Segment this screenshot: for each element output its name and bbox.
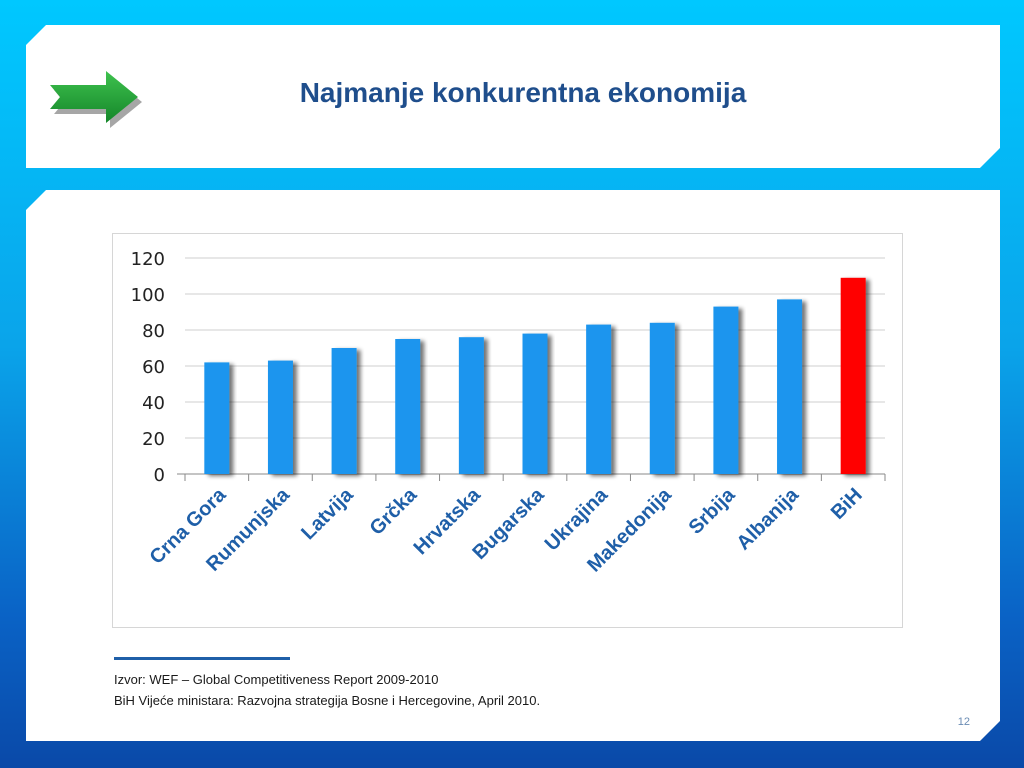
arrow-right-icon	[44, 67, 160, 133]
y-tick-label: 120	[131, 249, 165, 270]
bar	[395, 339, 420, 474]
page-number: 12	[957, 716, 970, 728]
bar	[586, 325, 611, 474]
x-category-label: Latvija	[297, 483, 358, 544]
source-citation-2: BiH Vijeće ministara: Razvojna strategij…	[114, 693, 541, 708]
x-category-label: Grčka	[366, 483, 422, 539]
source-citation-1: Izvor: WEF – Global Competitiveness Repo…	[114, 672, 439, 687]
bar	[268, 361, 293, 474]
y-tick-label: 80	[142, 321, 165, 342]
bar	[650, 323, 675, 474]
bar	[332, 348, 357, 474]
bar	[713, 307, 738, 474]
bar	[841, 278, 866, 474]
bar	[523, 334, 548, 474]
chart-frame: 0 20 40 60 80 100 120 Crna Gora Rumunjska Latvija…	[112, 233, 903, 628]
y-tick-label: 20	[142, 429, 165, 450]
bar	[777, 299, 802, 474]
x-category-label: Albanija	[733, 483, 804, 554]
x-category-label: BiH	[827, 484, 867, 524]
x-category-label: Srbija	[685, 483, 740, 538]
bar	[204, 362, 229, 474]
y-tick-label: 40	[142, 393, 165, 414]
content-panel: 0 20 40 60 80 100 120 Crna Gora Rumunjska Latvija…	[26, 190, 1000, 741]
y-tick-label: 60	[142, 357, 165, 378]
source-divider	[114, 657, 290, 660]
slide-title: Najmanje konkurentna ekonomija	[299, 77, 747, 108]
y-tick-label: 0	[154, 465, 165, 486]
bar	[459, 337, 484, 474]
title-panel: Najmanje konkurentna ekonomija	[26, 25, 1000, 168]
y-tick-label: 100	[131, 285, 165, 306]
